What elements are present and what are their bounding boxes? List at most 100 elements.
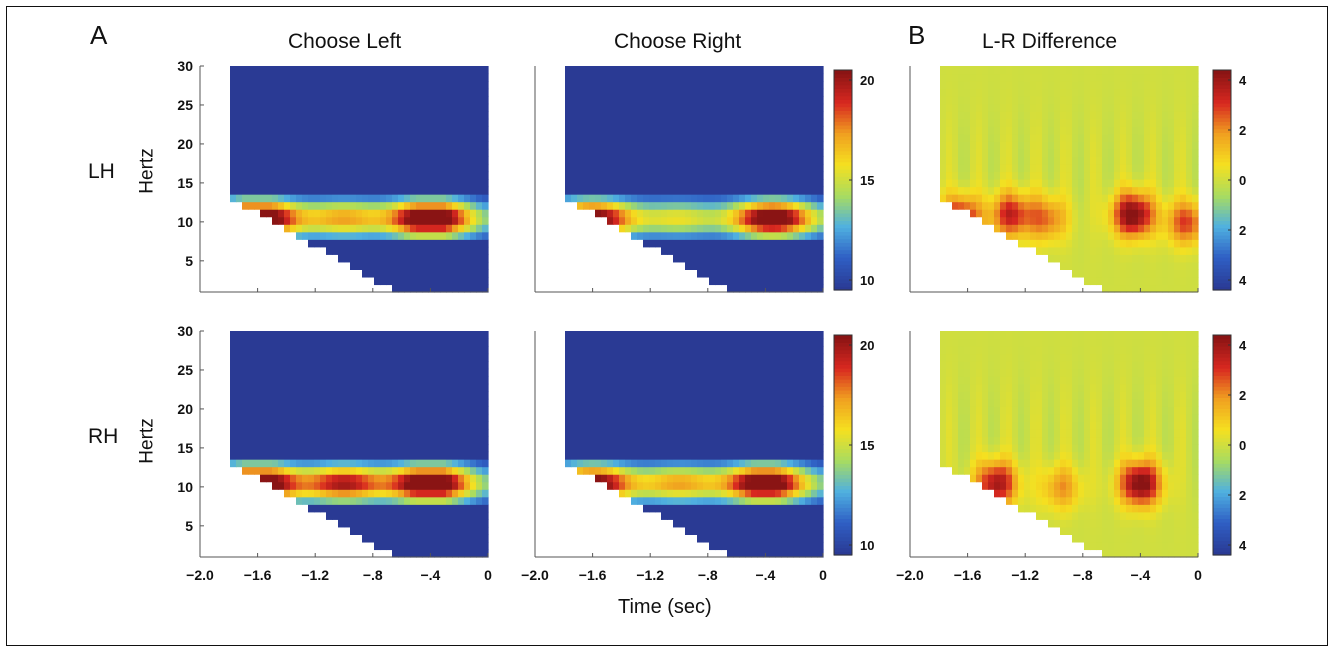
heatmap-cell [422, 194, 429, 202]
heatmap-cell [434, 194, 441, 202]
heatmap-cell [464, 414, 471, 422]
heatmap-cell [952, 89, 959, 97]
heatmap-cell [1114, 171, 1121, 179]
heatmap-cell [721, 104, 728, 112]
heatmap-cell [1084, 247, 1091, 255]
heatmap-cell [476, 239, 483, 247]
heatmap-cell [721, 156, 728, 164]
heatmap-cell [763, 269, 770, 277]
heatmap-cell [589, 369, 596, 377]
heatmap-cell [703, 171, 710, 179]
heatmap-cell [994, 89, 1001, 97]
heatmap-cell [1060, 194, 1067, 202]
heatmap-cell [745, 179, 752, 187]
heatmap-cell [236, 81, 243, 89]
heatmap-cell [344, 459, 351, 467]
heatmap-cell [452, 81, 459, 89]
heatmap-cell [434, 482, 441, 490]
heatmap-cell [601, 66, 608, 74]
heatmap-cell [272, 421, 279, 429]
heatmap-cell [452, 277, 459, 285]
heatmap-cell [988, 104, 995, 112]
heatmap-cell [1156, 126, 1163, 134]
colorbar-segment [1213, 81, 1231, 85]
heatmap-cell [1054, 209, 1061, 217]
heatmap-cell [428, 331, 435, 339]
heatmap-cell [709, 239, 716, 247]
heatmap-cell [691, 141, 698, 149]
heatmap-cell [661, 217, 668, 225]
heatmap-cell [368, 81, 375, 89]
heatmap-cell [338, 474, 345, 482]
heatmap-cell [350, 361, 357, 369]
heatmap-cell [595, 81, 602, 89]
heatmap-cell [458, 339, 465, 347]
colorbar-segment [1213, 209, 1231, 213]
heatmap-cell [278, 164, 285, 172]
heatmap-cell [260, 361, 267, 369]
colorbar-segment [1213, 220, 1231, 224]
heatmap-cell [290, 81, 297, 89]
heatmap-cell [619, 482, 626, 490]
heatmap-cell [284, 164, 291, 172]
heatmap-cell [1018, 171, 1025, 179]
heatmap-cell [673, 224, 680, 232]
heatmap-cell [386, 421, 393, 429]
heatmap-cell [476, 104, 483, 112]
heatmap-cell [685, 141, 692, 149]
heatmap-cell [458, 179, 465, 187]
heatmap-cell [380, 111, 387, 119]
heatmap-cell [398, 284, 405, 292]
heatmap-cell [446, 284, 453, 292]
heatmap-cell [781, 209, 788, 217]
heatmap-cell [332, 459, 339, 467]
heatmap-cell [440, 239, 447, 247]
heatmap-cell [446, 436, 453, 444]
heatmap-cell [1048, 96, 1055, 104]
heatmap-cell [434, 384, 441, 392]
heatmap-cell [649, 141, 656, 149]
heatmap-cell [619, 384, 626, 392]
heatmap-cell [446, 187, 453, 195]
heatmap-cell [1138, 179, 1145, 187]
heatmap-cell [745, 111, 752, 119]
heatmap-cell [380, 277, 387, 285]
heatmap-cell [410, 384, 417, 392]
heatmap-cell [751, 134, 758, 142]
heatmap-cell [386, 512, 393, 520]
heatmap-cell [422, 149, 429, 157]
heatmap-cell [1102, 66, 1109, 74]
heatmap-cell [242, 202, 249, 210]
heatmap-cell [1162, 217, 1169, 225]
heatmap-cell [428, 239, 435, 247]
heatmap-cell [655, 89, 662, 97]
heatmap-cell [362, 247, 369, 255]
heatmap-cell [308, 134, 315, 142]
colorbar-segment [1213, 96, 1231, 100]
colorbar-segment [1213, 129, 1231, 133]
heatmap-cell [368, 269, 375, 277]
heatmap-cell [470, 269, 477, 277]
heatmap-cell [314, 202, 321, 210]
heatmap-cell [625, 391, 632, 399]
heatmap-cell [302, 339, 309, 347]
heatmap-cell [793, 111, 800, 119]
heatmap-cell [1156, 224, 1163, 232]
heatmap-cell [667, 126, 674, 134]
heatmap-cell [1096, 89, 1103, 97]
heatmap-cell [476, 421, 483, 429]
heatmap-cell [296, 361, 303, 369]
heatmap-cell [1108, 149, 1115, 157]
heatmap-cell [482, 164, 489, 172]
heatmap-cell [763, 284, 770, 292]
heatmap-cell [649, 74, 656, 82]
heatmap-cell [613, 81, 620, 89]
heatmap-cell [302, 331, 309, 339]
heatmap-cell [452, 194, 459, 202]
heatmap-cell [655, 504, 662, 512]
heatmap-cell [386, 384, 393, 392]
heatmap-cell [565, 119, 572, 127]
heatmap-cell [721, 187, 728, 195]
heatmap-cell [1048, 232, 1055, 240]
heatmap-cell [1060, 104, 1067, 112]
